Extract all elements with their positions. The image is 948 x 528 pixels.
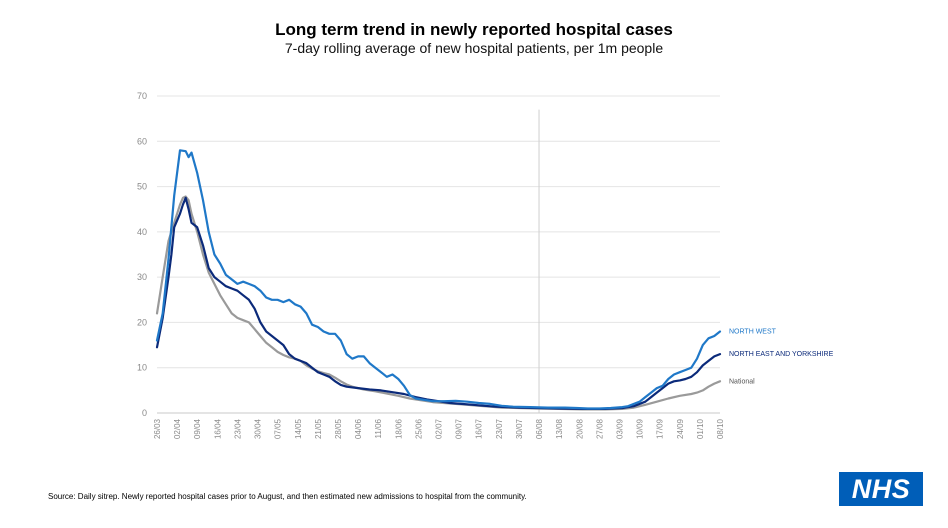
legend-label-national: National [729,378,755,385]
x-tick-label: 16/04 [213,418,222,439]
series-line-north-west [155,149,722,410]
y-tick-label: 20 [137,317,147,327]
x-tick-label: 23/04 [233,418,242,439]
series-line-north-east-and-yorkshire [155,196,722,410]
chart-title: Long term trend in newly reported hospit… [275,20,673,39]
x-tick-label: 04/06 [354,418,363,439]
x-tick-label: 01/10 [696,418,705,439]
x-tick-label: 30/04 [254,418,263,439]
x-tick-label: 13/08 [555,418,564,439]
x-tick-label: 20/08 [575,418,584,439]
x-tick-label: 07/05 [274,418,283,439]
x-tick-label: 09/07 [455,418,464,439]
y-tick-label: 40 [137,227,147,237]
chart-subtitle: 7-day rolling average of new hospital pa… [284,40,664,56]
x-tick-label: 21/05 [314,418,323,439]
x-tick-label: 09/04 [193,418,202,439]
x-tick-label: 06/08 [535,418,544,439]
source-note: Source: Daily sitrep. Newly reported hos… [48,492,527,501]
x-tick-label: 14/05 [294,418,303,439]
legend-label-north-east-and-yorkshire: NORTH EAST AND YORKSHIRE [729,351,834,358]
x-tick-label: 18/06 [394,418,403,439]
x-tick-label: 27/08 [595,418,604,439]
series-line-national [155,195,722,411]
y-tick-label: 0 [142,408,147,418]
x-tick-label: 16/07 [475,418,484,439]
x-tick-label: 08/10 [716,418,725,439]
x-tick-label: 11/06 [374,418,383,438]
x-tick-label: 03/09 [615,418,624,439]
x-tick-label: 02/07 [435,418,444,439]
x-tick-label: 10/09 [636,418,645,439]
nhs-logo: NHS [839,472,923,506]
legend-label-north-west: NORTH WEST [729,328,777,335]
x-tick-label: 24/09 [676,418,685,439]
y-tick-label: 70 [137,91,147,101]
x-tick-label: 30/07 [515,418,524,439]
x-tick-label: 23/07 [495,418,504,439]
y-tick-label: 50 [137,182,147,192]
x-tick-label: 28/05 [334,418,343,439]
y-tick-label: 30 [137,272,147,282]
y-tick-label: 60 [137,136,147,146]
x-tick-label: 25/06 [414,418,423,439]
y-tick-label: 10 [137,363,147,373]
x-tick-label: 02/04 [173,418,182,439]
x-tick-label: 17/09 [656,418,665,439]
x-tick-label: 26/03 [153,418,162,439]
